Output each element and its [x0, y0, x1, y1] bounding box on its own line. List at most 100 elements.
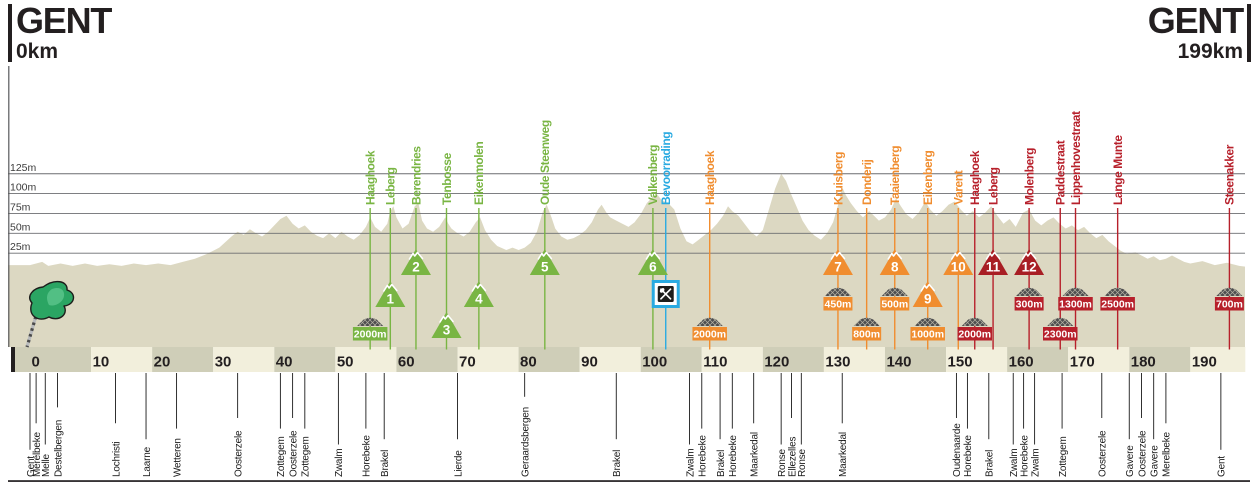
sector-length-label: 2000m — [693, 329, 726, 341]
feature-label: Haaghoek — [968, 150, 982, 205]
feature-label: Paddestraat — [1054, 140, 1068, 205]
climb-marker-3: 3 — [431, 312, 462, 338]
town-label: Horebeke — [362, 435, 373, 477]
town-label: Zwalm — [334, 449, 345, 477]
mountain-peak-icon — [645, 251, 661, 260]
town-horebeke-12: Horebeke — [362, 373, 373, 477]
cobblestone-texture — [357, 317, 384, 326]
feature-label: Bevoorrading — [659, 132, 673, 205]
feature-markers-steenakker-20: 700m — [1214, 287, 1244, 311]
climb-number: 2 — [412, 260, 420, 275]
feature-label: Eikenberg — [921, 151, 935, 205]
town-ronse-22: Ronse — [777, 373, 788, 477]
climb-number: 11 — [986, 260, 1001, 275]
sector-length-label: 800m — [853, 329, 880, 341]
km-tick-label-0: 0 — [32, 354, 40, 371]
km-band-190 — [1190, 347, 1246, 372]
feature-markers-tenbosse-3: 3 — [431, 312, 462, 338]
feature-label: Varent — [952, 170, 966, 205]
town-lierde-14: Lierde — [453, 373, 464, 477]
town-label: Brakel — [716, 450, 727, 477]
feature-markers-lippenhovestraat-18: 1300m — [1058, 287, 1093, 311]
town-zottegem-32: Zottegem — [1058, 373, 1069, 477]
feature-lange-munte-19: Lange Munte — [1111, 135, 1125, 350]
climb-marker-9: 9 — [912, 281, 943, 307]
town-lochristi-4: Lochristi — [111, 373, 122, 477]
km-tick-label-130: 130 — [825, 354, 850, 371]
climb-number: 12 — [1022, 260, 1037, 275]
town-label: Horebeke — [1019, 435, 1030, 477]
town-oosterzele-9: Oosterzele — [288, 373, 299, 477]
town-gavere-36: Gavere — [1149, 373, 1160, 477]
town-label: Horebeke — [698, 435, 709, 477]
climb-marker-8: 8 — [879, 249, 910, 275]
km-band-90 — [579, 347, 641, 372]
feature-markers-lange-munte-19: 2500m — [1100, 287, 1135, 311]
feature-markers-oude-steenweg-5: 5 — [529, 249, 560, 275]
sector-length-label: 2300m — [1044, 329, 1077, 341]
km-band-130 — [823, 347, 885, 372]
km-tick-label-140: 140 — [886, 354, 911, 371]
climb-triangle — [431, 312, 462, 338]
feature-label: Oude Steenweg — [538, 120, 552, 205]
town-horebeke-18: Horebeke — [698, 373, 709, 477]
sector-length-plate — [692, 327, 727, 341]
climb-triangle — [529, 249, 560, 275]
km-band-180 — [1129, 347, 1191, 372]
sector-length-plate — [1014, 297, 1044, 311]
mountain-peak-icon — [471, 283, 487, 292]
km-tick-label-170: 170 — [1070, 354, 1095, 371]
km-tick-label-160: 160 — [1009, 354, 1034, 371]
mountain-peak-icon — [887, 251, 903, 260]
feature-oude-steenweg-5: Oude Steenweg — [538, 120, 552, 350]
km-tick-label-110: 110 — [703, 354, 727, 371]
climb-triangle — [978, 249, 1009, 275]
km-band-40 — [274, 347, 336, 372]
town-label: Wetteren — [172, 438, 183, 477]
town-zwalm-11: Zwalm — [334, 373, 345, 477]
cobblestone-texture — [1216, 287, 1243, 296]
km-scale-start-bar — [11, 347, 15, 372]
sector-length-label: 2000m — [958, 329, 991, 341]
feature-label: Haaghoek — [703, 150, 717, 205]
feature-label: Leberg — [986, 167, 1000, 205]
elevation-label-25m: 25m — [10, 241, 31, 253]
finish-distance-label: 199km — [1177, 40, 1243, 63]
cobblestone-texture — [824, 287, 851, 296]
km-band-30 — [213, 347, 275, 372]
climb-triangle — [1014, 249, 1045, 275]
town-label: Maarkedal — [749, 432, 760, 477]
feature-markers-leberg-1: 1 — [375, 281, 406, 307]
cobble-sector-badge: 1000m — [910, 317, 945, 341]
town-label: Zottegem — [301, 436, 312, 477]
mountain-peak-icon — [383, 283, 398, 292]
sector-length-plate — [1214, 297, 1244, 311]
feature-label: Tenbosse — [440, 152, 454, 205]
town-label: Gavere — [1149, 445, 1160, 477]
km-band-70 — [457, 347, 519, 372]
town-label: Horebeke — [728, 435, 739, 477]
climb-triangle — [463, 281, 494, 307]
sector-length-label: 700m — [1216, 299, 1243, 311]
km-band-140 — [884, 347, 947, 372]
feature-markers-haaghoek-8: 2000m — [692, 317, 727, 341]
town-oosterzele-35: Oosterzele — [1137, 373, 1148, 477]
sector-length-plate — [957, 327, 993, 341]
km-band-0 — [15, 347, 92, 372]
town-gent-38: Gent — [1217, 373, 1228, 477]
town-geraardsbergen-15: Geraardsbergen — [520, 373, 531, 477]
climb-triangle — [375, 281, 406, 307]
climb-marker-7: 7 — [822, 249, 853, 275]
sector-length-label: 500m — [881, 299, 908, 311]
town-laarne-5: Laarne — [142, 373, 153, 477]
km-band-160 — [1007, 347, 1069, 372]
cobble-sector-badge: 2000m — [957, 317, 993, 341]
town-label: Oosterzele — [1098, 430, 1109, 477]
cobblestone-texture — [853, 317, 880, 326]
feature-markers-valkenberg-6: 6 — [637, 249, 668, 275]
climb-triangle — [879, 249, 910, 275]
town-zwalm-17: Zwalm — [685, 373, 696, 477]
cobblestone-texture — [914, 317, 941, 326]
town-maarkedal-21: Maarkedal — [749, 373, 760, 477]
town-merelbeke-1: Merelbeke — [32, 373, 43, 477]
